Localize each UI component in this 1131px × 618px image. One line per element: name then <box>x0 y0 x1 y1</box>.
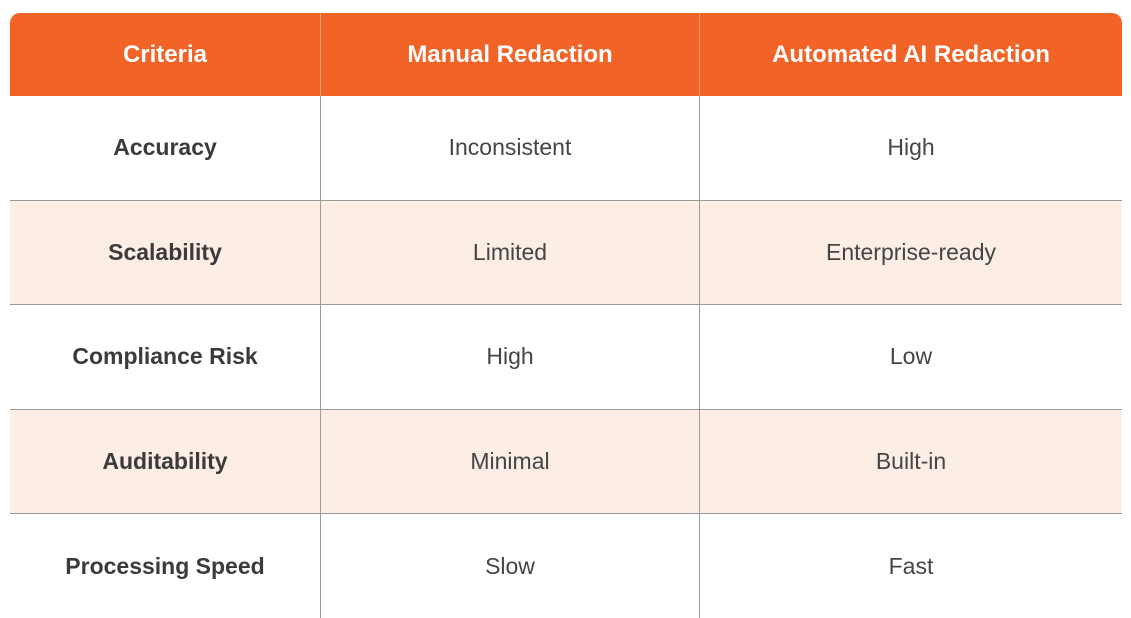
value-cell: Inconsistent <box>320 96 699 200</box>
comparison-table: Criteria Manual Redaction Automated AI Red… <box>10 13 1122 618</box>
value-cell: High <box>320 305 699 409</box>
value-cell: Limited <box>320 200 699 305</box>
header-cell: Criteria <box>122 40 208 68</box>
header-row: Criteria Manual Redaction Automated AI Red… <box>10 13 1122 96</box>
value-cell: High <box>699 96 1122 200</box>
criteria-cell: Processing Speed <box>65 552 265 579</box>
value-cell: Fast <box>699 514 1122 618</box>
criteria-cell: Accuracy <box>113 134 217 161</box>
criteria-cell: Compliance Risk <box>72 343 258 370</box>
value-cell: Enterprise-ready <box>699 200 1122 305</box>
criteria-cell: Auditability <box>102 448 228 475</box>
table-row: Processing Speed Slow Fast <box>10 514 1122 618</box>
value-cell: Low <box>699 305 1122 409</box>
table-row: Accuracy Inconsistent High <box>10 96 1122 201</box>
header-cell: Automated AI Redaction <box>699 13 1122 96</box>
value-cell: Slow <box>320 514 699 618</box>
value-cell: Minimal <box>320 409 699 514</box>
table-row: Scalability Limited Enterprise-ready <box>10 200 1122 306</box>
criteria-cell: Scalability <box>108 238 222 265</box>
value-cell: Built-in <box>699 409 1122 514</box>
table-row: Auditability Minimal Built-in <box>10 409 1122 515</box>
table-row: Compliance Risk High Low <box>10 305 1122 410</box>
header-cell: Manual Redaction <box>320 13 699 96</box>
